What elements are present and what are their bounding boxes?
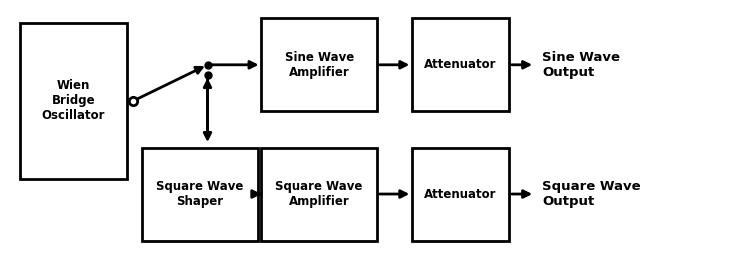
FancyBboxPatch shape xyxy=(413,148,509,241)
FancyBboxPatch shape xyxy=(20,23,128,178)
Text: Attenuator: Attenuator xyxy=(424,58,496,71)
Text: Sine Wave
Amplifier: Sine Wave Amplifier xyxy=(284,51,354,79)
Text: Attenuator: Attenuator xyxy=(424,187,496,201)
Text: Square Wave
Output: Square Wave Output xyxy=(542,180,641,208)
FancyBboxPatch shape xyxy=(262,148,376,241)
FancyBboxPatch shape xyxy=(262,18,376,111)
FancyBboxPatch shape xyxy=(413,18,509,111)
FancyBboxPatch shape xyxy=(142,148,258,241)
Text: Sine Wave
Output: Sine Wave Output xyxy=(542,51,620,79)
Text: Square Wave
Amplifier: Square Wave Amplifier xyxy=(275,180,363,208)
Text: Square Wave
Shaper: Square Wave Shaper xyxy=(156,180,244,208)
Text: Wien
Bridge
Oscillator: Wien Bridge Oscillator xyxy=(42,79,105,122)
